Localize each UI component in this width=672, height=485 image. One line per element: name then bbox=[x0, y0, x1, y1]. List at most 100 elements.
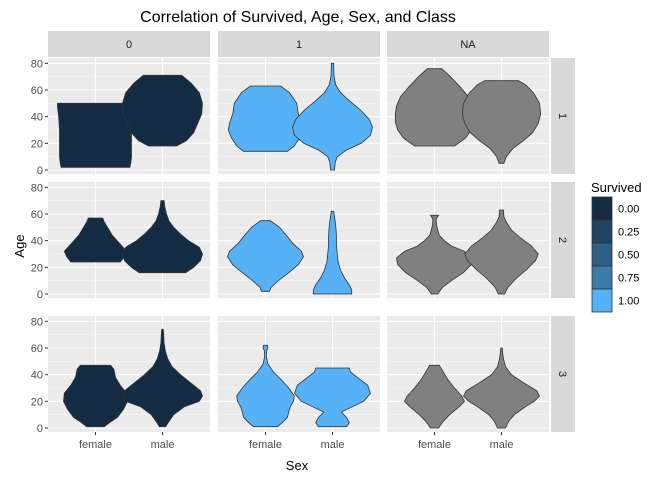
y-tick-label: 20 bbox=[31, 396, 43, 408]
violin-group bbox=[63, 328, 203, 428]
panel-2-1 bbox=[218, 182, 380, 298]
strip-label: 3 bbox=[556, 371, 568, 377]
violin-2-1-female bbox=[227, 220, 304, 292]
y-tick-label: 60 bbox=[31, 85, 43, 97]
y-tick-label: 0 bbox=[37, 165, 43, 177]
panel-1-NA bbox=[387, 58, 549, 174]
legend-item: 1.00 bbox=[591, 288, 639, 313]
strip-col-NA: NA bbox=[387, 31, 549, 57]
violin-2-0-female bbox=[63, 217, 128, 263]
y-tick-label: 20 bbox=[31, 262, 43, 274]
strip-background bbox=[551, 58, 575, 174]
violin-3-1-female bbox=[236, 344, 295, 428]
legend-swatch bbox=[591, 196, 613, 221]
strip-background bbox=[48, 31, 210, 57]
legend-swatch bbox=[591, 219, 613, 244]
violin-group bbox=[227, 210, 353, 295]
violin-1-0-female bbox=[57, 102, 134, 168]
legend-item: 0.25 bbox=[591, 219, 639, 244]
legend-label: 0.75 bbox=[618, 273, 639, 285]
legend-swatch bbox=[591, 242, 613, 267]
strip-label: 0 bbox=[126, 39, 132, 51]
violin-group bbox=[396, 209, 539, 295]
violin-2-0-male bbox=[122, 200, 203, 274]
x-tick-label: male bbox=[151, 439, 175, 451]
x-tick-label: female bbox=[418, 439, 451, 451]
legend-swatch bbox=[591, 288, 613, 313]
panel-2-NA bbox=[387, 182, 549, 298]
panel-3-NA bbox=[387, 316, 549, 432]
strip-label: 1 bbox=[556, 113, 568, 119]
panel-2-0 bbox=[48, 182, 210, 298]
violin-group bbox=[236, 344, 371, 428]
x-tick-label: male bbox=[490, 439, 514, 451]
violin-3-1-male bbox=[294, 367, 371, 428]
panel-background bbox=[387, 316, 549, 432]
strip-label: 1 bbox=[296, 39, 302, 51]
legend-item: 0.00 bbox=[591, 196, 639, 221]
legend-item: 0.75 bbox=[591, 265, 639, 290]
violin-2-1-male bbox=[312, 210, 353, 295]
chart-title: Correlation of Survived, Age, Sex, and C… bbox=[140, 9, 456, 26]
violin-3-NA-female bbox=[404, 364, 465, 429]
violin-1-NA-male bbox=[461, 80, 542, 164]
violin-1-0-male bbox=[122, 74, 203, 147]
panel-1-1 bbox=[218, 58, 380, 174]
x-tick-label: female bbox=[79, 439, 112, 451]
y-tick-label: 60 bbox=[31, 343, 43, 355]
strip-row-3: 3 bbox=[551, 316, 575, 432]
y-tick-label: 0 bbox=[37, 289, 43, 301]
strip-row-2: 2 bbox=[551, 182, 575, 298]
legend-item: 0.50 bbox=[591, 242, 639, 267]
violin-1-1-female bbox=[227, 85, 304, 152]
violin-3-0-male bbox=[122, 328, 203, 428]
x-axis: female male female male female male bbox=[79, 432, 514, 451]
panel-3-0 bbox=[48, 316, 210, 432]
y-tick-label: 60 bbox=[31, 209, 43, 221]
facet-panels bbox=[48, 58, 549, 432]
y-tick-label: 40 bbox=[31, 112, 43, 124]
y-tick-label: 80 bbox=[31, 182, 43, 194]
violin-3-NA-male bbox=[463, 347, 540, 429]
y-axis-row-3: 0 20 40 60 80 bbox=[31, 316, 48, 435]
y-tick-label: 0 bbox=[37, 423, 43, 435]
violin-group bbox=[394, 68, 542, 164]
strip-label: NA bbox=[460, 39, 476, 51]
violin-group bbox=[404, 347, 540, 429]
violin-group bbox=[63, 200, 203, 274]
panel-3-1 bbox=[218, 316, 380, 432]
y-tick-label: 40 bbox=[31, 236, 43, 248]
violin-3-0-female bbox=[63, 364, 128, 428]
legend-items: 0.00 0.25 0.50 0.75 1.00 bbox=[591, 196, 639, 313]
x-tick-label: female bbox=[249, 439, 282, 451]
facet-strips: 0 1 NA 1 2 3 bbox=[48, 31, 575, 432]
strip-row-1: 1 bbox=[551, 58, 575, 174]
x-tick-label: male bbox=[321, 439, 345, 451]
violin-1-1-male bbox=[292, 62, 373, 171]
y-tick-label: 20 bbox=[31, 138, 43, 150]
strip-label: 2 bbox=[556, 237, 568, 243]
legend-label: 0.00 bbox=[618, 204, 639, 216]
y-tick-label: 80 bbox=[31, 316, 43, 328]
y-tick-label: 40 bbox=[31, 370, 43, 382]
y-axis-row-1: 0 20 40 60 80 bbox=[31, 58, 48, 177]
legend-label: 0.50 bbox=[618, 250, 639, 262]
violin-2-NA-male bbox=[464, 209, 539, 295]
legend-label: 0.25 bbox=[618, 227, 639, 239]
strip-background bbox=[551, 316, 575, 432]
strip-background bbox=[218, 31, 380, 57]
strip-background bbox=[387, 31, 549, 57]
legend-label: 1.00 bbox=[618, 296, 639, 308]
panel-1-0 bbox=[48, 58, 210, 174]
y-axis-title: Age bbox=[12, 234, 27, 257]
legend-title: Survived bbox=[591, 180, 642, 195]
legend: Survived 0.00 0.25 0.50 0.75 1.00 bbox=[591, 180, 642, 313]
strip-col-1: 1 bbox=[218, 31, 380, 57]
y-axis-row-2: 0 20 40 60 80 bbox=[31, 182, 48, 301]
violin-group bbox=[57, 74, 203, 168]
y-axes: 0 20 40 60 80 0 20 40 60 80 0 20 40 60 80 bbox=[31, 58, 48, 435]
violin-group bbox=[227, 62, 373, 171]
strip-background bbox=[551, 182, 575, 298]
strip-col-0: 0 bbox=[48, 31, 210, 57]
